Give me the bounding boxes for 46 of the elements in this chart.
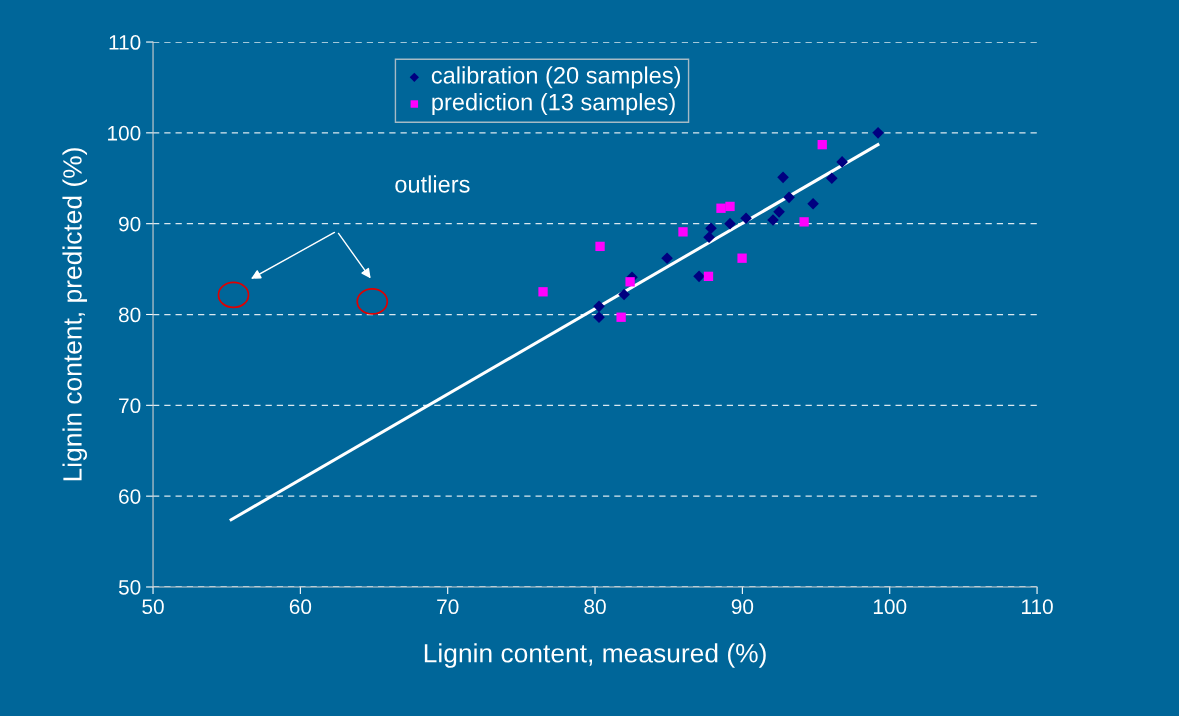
point — [817, 140, 827, 150]
y-tick-label: 50 — [118, 579, 141, 595]
point — [595, 241, 605, 252]
point — [807, 197, 819, 210]
x-tick-label: 100 — [873, 599, 907, 615]
y-tick-label: 90 — [119, 216, 141, 232]
point — [703, 231, 715, 244]
point — [538, 287, 548, 297]
point — [872, 127, 884, 139]
point — [836, 156, 848, 168]
point — [737, 253, 747, 263]
annotation: outliers — [395, 175, 470, 193]
point — [724, 217, 736, 230]
point — [625, 277, 635, 287]
point — [799, 217, 809, 227]
y-tick-label: 100 — [108, 125, 141, 141]
x-tick-label: 80 — [584, 599, 606, 615]
point — [593, 311, 605, 324]
point — [593, 300, 605, 313]
x-tick-label: 70 — [437, 599, 459, 615]
y-tick-label: 70 — [119, 398, 141, 414]
point — [703, 271, 714, 282]
x-tick-label: 90 — [731, 599, 754, 615]
y-tick-label: 60 — [119, 489, 141, 504]
point — [678, 227, 688, 237]
point — [725, 201, 735, 212]
y-axis-title: Lignin content, predicted (%) — [62, 148, 88, 481]
point — [693, 270, 705, 283]
point — [783, 191, 795, 204]
x-tick-label: 110 — [1022, 599, 1053, 615]
point — [661, 252, 673, 264]
legend-label: calibration (20 samples) — [431, 66, 681, 89]
point — [705, 222, 717, 235]
point — [826, 172, 838, 185]
point — [616, 312, 626, 322]
point — [773, 206, 785, 218]
y-tick-label: 110 — [109, 35, 141, 50]
legend-label: prediction (13 samples) — [432, 93, 675, 116]
point — [618, 288, 630, 301]
point — [740, 212, 752, 225]
x-tick-label: 50 — [142, 599, 164, 615]
x-tick-label: 60 — [289, 599, 312, 615]
point — [716, 203, 726, 213]
x-axis-title: Lignin content, measured (%) — [424, 643, 766, 668]
y-tick-label: 80 — [118, 307, 141, 323]
point — [777, 171, 789, 184]
